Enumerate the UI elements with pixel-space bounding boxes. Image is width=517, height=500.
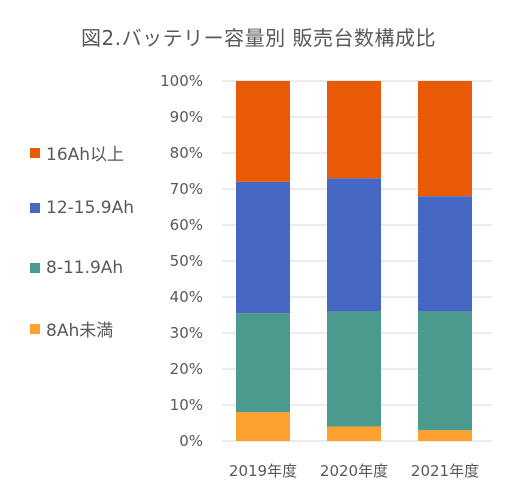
y-tick-label: 0% xyxy=(179,432,203,450)
legend-label-8-11-9ah: 8-11.9Ah xyxy=(46,258,124,278)
bar-segment xyxy=(418,311,472,431)
legend-swatch-16ah-plus xyxy=(30,147,40,158)
legend-item-8-11-9ah: 8-11.9Ah xyxy=(30,258,123,278)
bar-segment xyxy=(236,81,290,182)
legend-label-under-8ah: 8Ah未満 xyxy=(46,321,114,341)
y-tick-label: 30% xyxy=(170,324,203,342)
y-tick-label: 40% xyxy=(170,288,203,306)
x-tick-label: 2020年度 xyxy=(320,462,388,480)
bar-segment xyxy=(418,81,472,197)
y-tick-label: 20% xyxy=(170,360,203,378)
y-tick-label: 80% xyxy=(170,144,203,162)
legend-item-12-15-9ah: 12-15.9Ah xyxy=(30,198,134,218)
bar-segment xyxy=(236,313,290,413)
legend-item-under-8ah: 8Ah未満 xyxy=(30,316,113,341)
bar-segment xyxy=(327,311,381,427)
legend-item-16ah-plus: 16Ah以上 xyxy=(30,140,124,165)
x-tick-label: 2019年度 xyxy=(229,462,297,480)
y-tick-label: 90% xyxy=(170,108,203,126)
legend-swatch-8-11-9ah xyxy=(30,263,40,273)
bar-segment xyxy=(236,181,290,314)
y-tick-label: 60% xyxy=(170,216,203,234)
bar-segment xyxy=(327,426,381,441)
bar-segment xyxy=(418,196,472,312)
legend-label-16ah-plus: 16Ah以上 xyxy=(46,145,125,165)
bar-segment xyxy=(327,81,381,179)
y-tick-label: 50% xyxy=(170,252,203,270)
bar-segment xyxy=(418,430,472,441)
y-tick-label: 100% xyxy=(160,72,203,90)
bar-segment xyxy=(327,178,381,312)
y-tick-label: 10% xyxy=(170,396,203,414)
legend-swatch-12-15-9ah xyxy=(30,203,40,213)
legend-label-12-15-9ah: 12-15.9Ah xyxy=(46,198,135,218)
bar-segment xyxy=(236,412,290,441)
legend-swatch-under-8ah xyxy=(30,323,40,334)
y-tick-label: 70% xyxy=(170,180,203,198)
chart-title: 図2.バッテリー容量別 販売台数構成比 xyxy=(81,26,436,50)
x-tick-label: 2021年度 xyxy=(411,462,479,480)
